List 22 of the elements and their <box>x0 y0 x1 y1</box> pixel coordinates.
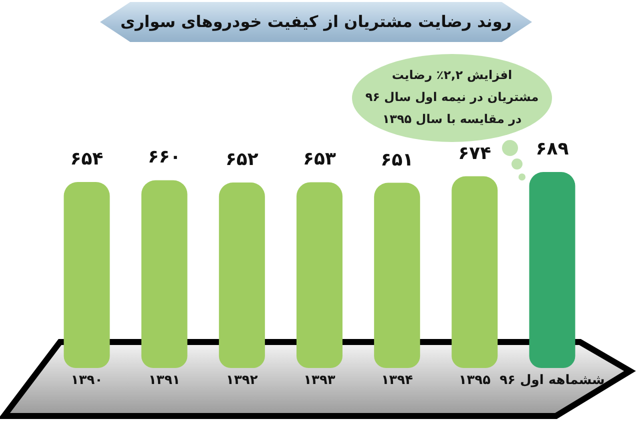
bar <box>64 182 110 368</box>
x-tick-label: ۱۳۹۴ <box>381 373 413 388</box>
data-label: ۶۵۱ <box>380 149 414 170</box>
bar <box>374 182 420 368</box>
data-label: ۶۵۳ <box>303 148 336 170</box>
bar <box>452 176 498 368</box>
x-tick-label: ششماهه اول ۹۶ <box>500 373 605 388</box>
data-label: ۶۷۴ <box>458 142 492 164</box>
bar <box>218 182 265 368</box>
text: افزایش ۲,۲٪ رضایت مشتریان در نیمه اول سال ۹۶ در مقایسه با سال ۱۳۹۵ <box>364 67 540 128</box>
data-label: ۶۵۲ <box>225 149 258 170</box>
data-label: ۶۶۰ <box>148 146 181 168</box>
x-tick-label: ۱۳۹۵ <box>458 373 491 388</box>
bar <box>529 172 576 368</box>
data-label: ۶۵۴ <box>70 148 104 170</box>
x-tick-label: ۱۳۹۰ <box>70 373 103 388</box>
bar <box>296 182 342 368</box>
bar <box>141 180 188 368</box>
x-tick-label: ۱۳۹۱ <box>148 373 180 388</box>
x-tick-label: ۱۳۹۲ <box>226 373 258 388</box>
x-tick-label: ۱۳۹۳ <box>304 373 336 388</box>
data-label: ۶۸۹ <box>536 138 569 160</box>
